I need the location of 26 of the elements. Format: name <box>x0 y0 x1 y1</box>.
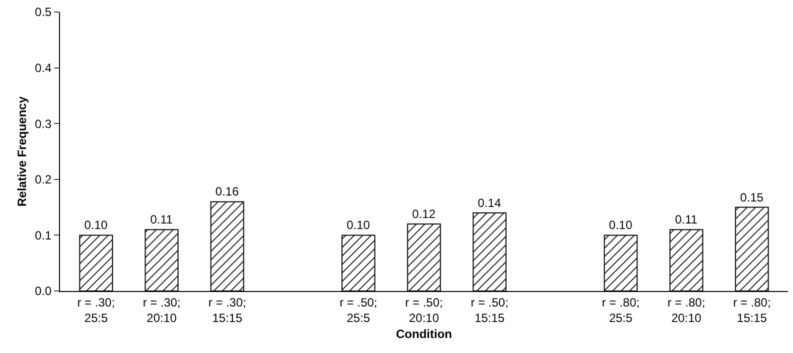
x-tick-label: r = .30; 20:10 <box>142 295 181 325</box>
x-tick-label: r = .30; 25:5 <box>77 295 115 325</box>
y-tick-label: 0.0 <box>34 284 52 298</box>
x-tick-label: r = .80; 15:15 <box>733 295 771 325</box>
x-tick-label: r = .50; 20:10 <box>405 295 443 325</box>
y-tick-label: 0.3 <box>34 116 52 131</box>
y-tick-label: 0.2 <box>34 172 52 187</box>
data-label: 0.14 <box>478 196 502 210</box>
x-tick-label: r = .80; 25:5 <box>602 295 640 325</box>
y-axis-title: Relative Frequency <box>15 96 29 207</box>
y-tick-label: 0.5 <box>34 5 52 20</box>
data-label: 0.11 <box>150 212 174 227</box>
y-tick-label: 0.4 <box>34 61 52 75</box>
x-tick-label: r = .30; 15:15 <box>208 295 246 325</box>
data-label: 0.11 <box>674 212 698 227</box>
y-tick-label: 0.1 <box>34 228 52 242</box>
x-tick-label: r = .50; 25:5 <box>340 295 378 325</box>
x-axis-title: Condition <box>396 327 452 341</box>
data-label: 0.10 <box>608 218 633 232</box>
data-label: 0.10 <box>346 218 370 232</box>
data-label: 0.15 <box>740 190 764 204</box>
x-tick-label: r = .80; 20:10 <box>667 295 706 325</box>
data-label: 0.10 <box>84 218 108 232</box>
data-label: 0.12 <box>412 207 436 222</box>
x-tick-label: r = .50; 15:15 <box>470 295 508 325</box>
data-label: 0.16 <box>215 184 240 199</box>
